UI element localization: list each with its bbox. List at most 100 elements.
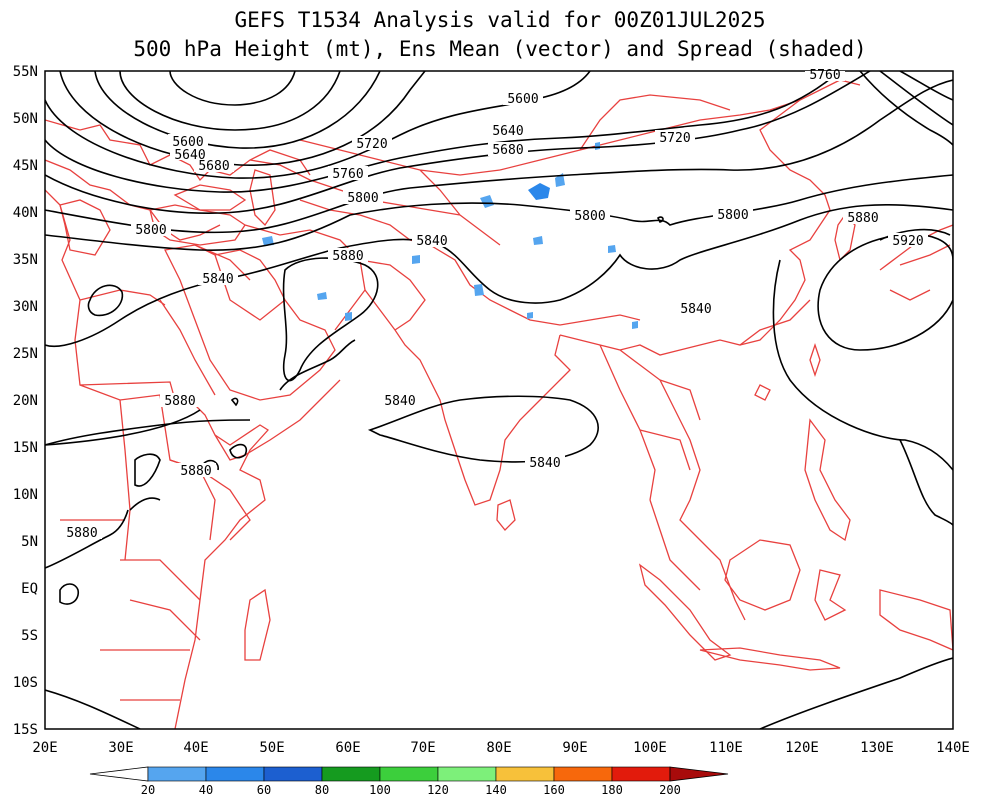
svg-text:5760: 5760 bbox=[332, 167, 363, 182]
contour-label: 5680 bbox=[194, 158, 234, 174]
lon-label: 40E bbox=[183, 740, 208, 756]
colorbar-under-triangle bbox=[89, 766, 149, 782]
contour-label: 5880 bbox=[62, 525, 102, 541]
contour-label: 5880 bbox=[176, 463, 216, 479]
coastline-madagascar bbox=[244, 588, 271, 661]
svg-text:5800: 5800 bbox=[574, 209, 605, 224]
coastline-black-caspian bbox=[173, 169, 276, 227]
contour-label: 5880 bbox=[160, 393, 200, 409]
contour-label: 5880 bbox=[843, 210, 883, 226]
lat-label: 35N bbox=[13, 252, 38, 268]
svg-text:5840: 5840 bbox=[680, 302, 711, 317]
lat-axis: 55N 50N 45N 40N 35N 30N 25N 20N 15N 10N … bbox=[13, 64, 38, 738]
coastline-taiwan bbox=[809, 342, 821, 378]
colorbar-swatch bbox=[611, 766, 671, 782]
contour-label: 5680 bbox=[488, 142, 528, 158]
contour-label-layer: 5600 5640 5680 5720 5760 5800 5840 5880 … bbox=[62, 68, 928, 541]
svg-text:5920: 5920 bbox=[892, 234, 923, 249]
map-subtitle: 500 hPa Height (mt), Ens Mean (vector) a… bbox=[133, 37, 866, 61]
contour-label: 5600 bbox=[503, 91, 543, 107]
colorbar-label: 60 bbox=[257, 783, 271, 797]
colorbar-swatch bbox=[147, 766, 207, 782]
colorbar-label: 200 bbox=[659, 783, 681, 797]
lon-label: 120E bbox=[785, 740, 819, 756]
coastline-china bbox=[739, 79, 861, 346]
colorbar-label: 180 bbox=[601, 783, 623, 797]
coastline-sulawesi bbox=[814, 569, 847, 621]
lat-label: 5S bbox=[21, 628, 38, 644]
svg-text:5680: 5680 bbox=[198, 159, 229, 174]
coastline-malay bbox=[649, 499, 701, 591]
colorbar: 20 40 60 80 100 120 140 160 180 200 bbox=[89, 766, 729, 797]
contour-label: 5640 bbox=[170, 147, 210, 163]
border-pakistan bbox=[359, 259, 426, 331]
lon-label: 50E bbox=[259, 740, 284, 756]
map-plot-area bbox=[45, 71, 953, 729]
svg-text:5800: 5800 bbox=[347, 191, 378, 206]
svg-text:5600: 5600 bbox=[507, 92, 538, 107]
lat-label: 25N bbox=[13, 346, 38, 362]
coastline-africa bbox=[45, 189, 270, 729]
coastline-sumatra bbox=[638, 563, 732, 661]
svg-text:5840: 5840 bbox=[202, 272, 233, 287]
colorbar-swatch bbox=[379, 766, 439, 782]
colorbar-swatch bbox=[321, 766, 381, 782]
lat-label: 45N bbox=[13, 158, 38, 174]
coastline-java bbox=[699, 647, 841, 671]
contour-5840-main bbox=[45, 204, 953, 348]
lon-label: 20E bbox=[32, 740, 57, 756]
lon-label: 130E bbox=[860, 740, 894, 756]
svg-text:5760: 5760 bbox=[809, 68, 840, 83]
contour-label: 5800 bbox=[713, 207, 753, 223]
colorbar-label: 80 bbox=[315, 783, 329, 797]
border-africa-1 bbox=[60, 289, 201, 701]
lat-label: 15N bbox=[13, 440, 38, 456]
contour-label: 5880 bbox=[328, 248, 368, 264]
lon-label: 140E bbox=[936, 740, 970, 756]
coastline-india bbox=[364, 289, 571, 506]
svg-text:5800: 5800 bbox=[717, 208, 748, 223]
spread-patch-tibet bbox=[528, 183, 550, 200]
coastline-horn bbox=[214, 379, 341, 461]
colorbar-label: 20 bbox=[141, 783, 155, 797]
svg-text:5880: 5880 bbox=[66, 526, 97, 541]
contour-5880-pacific bbox=[817, 233, 953, 351]
contour-label: 5800 bbox=[343, 190, 383, 206]
colorbar-label: 100 bbox=[369, 783, 391, 797]
contour-label: 5920 bbox=[888, 233, 928, 249]
contour-label: 5840 bbox=[198, 271, 238, 287]
map-frame bbox=[44, 70, 954, 730]
svg-text:5680: 5680 bbox=[492, 143, 523, 158]
lat-label: 5N bbox=[21, 534, 38, 550]
colorbar-swatch bbox=[263, 766, 323, 782]
lat-label: 30N bbox=[13, 299, 38, 315]
coastline-srilanka bbox=[496, 499, 516, 531]
lon-axis: 20E 30E 40E 50E 60E 70E 80E 90E 100E 110… bbox=[32, 740, 970, 756]
lat-label: 10N bbox=[13, 487, 38, 503]
lon-label: 60E bbox=[335, 740, 360, 756]
lat-label: 55N bbox=[13, 64, 38, 80]
contour-5920 bbox=[879, 228, 951, 241]
spread-shading bbox=[262, 142, 638, 329]
lon-label: 80E bbox=[486, 740, 511, 756]
height-contours bbox=[45, 71, 953, 729]
colorbar-over-triangle bbox=[669, 766, 729, 782]
svg-text:5720: 5720 bbox=[356, 137, 387, 152]
contour-label: 5600 bbox=[168, 134, 208, 150]
svg-text:5880: 5880 bbox=[164, 394, 195, 409]
contour-label: 5800 bbox=[131, 222, 171, 238]
lon-label: 70E bbox=[410, 740, 435, 756]
colorbar-label: 160 bbox=[543, 783, 565, 797]
contour-label: 5720 bbox=[352, 136, 392, 152]
contour-5880-arabia bbox=[282, 257, 379, 382]
svg-text:5840: 5840 bbox=[384, 394, 415, 409]
lat-label: 40N bbox=[13, 205, 38, 221]
colorbar-swatch bbox=[205, 766, 265, 782]
lon-label: 100E bbox=[633, 740, 667, 756]
lat-label: 10S bbox=[13, 675, 38, 691]
lon-label: 30E bbox=[108, 740, 133, 756]
svg-text:5800: 5800 bbox=[135, 223, 166, 238]
colorbar-label: 40 bbox=[199, 783, 213, 797]
